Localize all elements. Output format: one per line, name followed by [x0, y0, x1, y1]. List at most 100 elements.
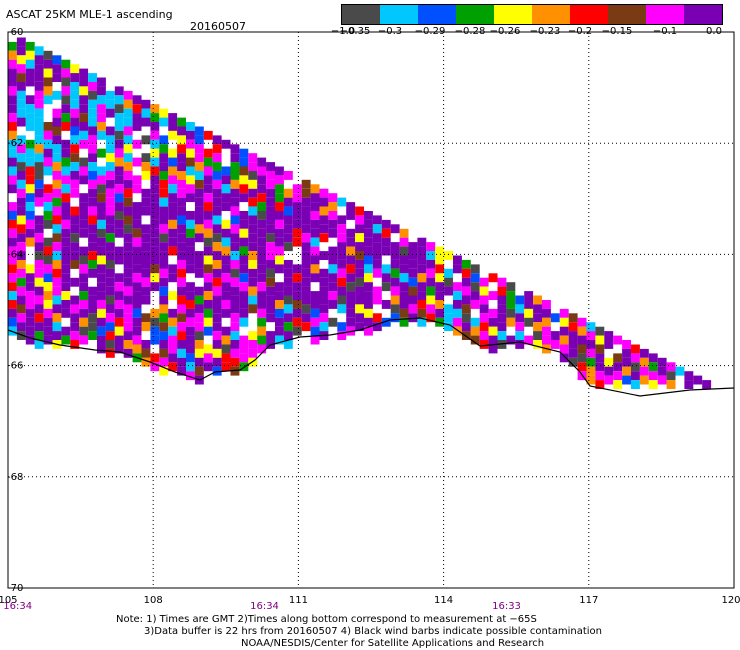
swath-cell [177, 153, 186, 163]
swath-cell [408, 304, 418, 314]
swath-cell [132, 246, 142, 256]
swath-cell [88, 126, 97, 136]
swath-cell [639, 348, 649, 358]
swath-cell [97, 148, 106, 158]
swath-cell [577, 335, 587, 345]
swath-cell [123, 233, 133, 243]
swath-cell [417, 317, 427, 327]
swath-cell [319, 295, 329, 305]
swath-cell [132, 202, 142, 211]
swath-cell [622, 357, 631, 367]
swath-cell [150, 113, 160, 122]
swath-cell [194, 304, 204, 314]
swath-cell [301, 242, 311, 252]
swath-cell [88, 73, 97, 82]
swath-cell [203, 202, 213, 211]
colorbar-swatch [570, 5, 608, 24]
swath-cell [479, 340, 489, 349]
swath-cell [426, 313, 436, 323]
swath-cell [79, 317, 89, 327]
swath-cell [132, 219, 142, 229]
coastline [7, 317, 735, 397]
swath-cell [25, 184, 35, 194]
swath-cell [34, 197, 44, 207]
swath-cell [604, 331, 614, 340]
footnote-line-3: NOAA/NESDIS/Center for Satellite Applica… [241, 638, 545, 649]
swath-cell [212, 331, 222, 340]
swath-cell [186, 308, 195, 318]
swath-cell [177, 215, 186, 225]
swath-cell [568, 340, 578, 349]
swath-cell [168, 130, 178, 140]
swath-cell [123, 340, 133, 349]
swath-cell [97, 219, 106, 229]
swath-cell [364, 219, 373, 229]
swath-cell [230, 215, 240, 225]
swath-cell [203, 246, 213, 256]
swath-cell [399, 255, 409, 265]
swath-cell [25, 41, 35, 51]
swath-cell [141, 251, 151, 260]
swath-cell [310, 308, 320, 318]
swath-cell [97, 308, 106, 318]
swath-cell [328, 202, 338, 211]
swath-cell [497, 322, 507, 332]
swath-cell [248, 268, 258, 278]
swath-cell [372, 251, 382, 260]
swath-cell [586, 322, 596, 332]
footnote-line-1: Note: 1) Times are GMT 2)Times along bot… [116, 614, 537, 625]
swath-cell [230, 162, 240, 171]
swath-cell [105, 233, 115, 243]
swath-cell [123, 197, 133, 207]
lat-tick-label: -68 [7, 472, 23, 483]
swath-cell [506, 291, 516, 300]
swath-cell [283, 304, 293, 314]
swath-cell [426, 251, 436, 260]
swath-cell [479, 277, 489, 287]
swath-cell [177, 126, 186, 136]
swath-cell [123, 90, 133, 100]
swath-cell [132, 184, 142, 194]
swath-cell [399, 264, 409, 274]
swath-cell [328, 300, 338, 309]
swath-cell [248, 304, 258, 314]
swath-cell [453, 308, 462, 318]
swath-cell [34, 153, 44, 163]
swath-cell [461, 286, 471, 296]
swath-cell [177, 197, 186, 207]
swath-cell [203, 308, 213, 318]
swath-cell [194, 126, 204, 136]
swath-cell [168, 157, 178, 167]
swath-cell [239, 317, 249, 327]
swath-cell [453, 255, 462, 265]
swath-cell [141, 242, 151, 252]
swath-cell [337, 286, 347, 296]
swath-cell [435, 264, 445, 274]
swath-cell [310, 317, 320, 327]
swath-cell [150, 362, 160, 372]
swath-cell [275, 300, 284, 309]
swath-cell [105, 197, 115, 207]
swath-cell [97, 317, 106, 327]
swath-cell [221, 219, 231, 229]
swath-cell [70, 277, 80, 287]
swath-cell [355, 251, 364, 260]
swath-cell [542, 300, 551, 309]
swath-cell [123, 135, 133, 145]
swath-cell [52, 268, 62, 278]
swath-cell [141, 348, 151, 358]
swath-cell [248, 171, 258, 180]
swath-cell [43, 264, 53, 274]
swath-cell [186, 264, 195, 274]
swath-cell [497, 340, 507, 349]
swath-cell [435, 255, 445, 265]
swath-cell [159, 260, 169, 269]
swath-cell [25, 193, 35, 203]
swath-cell [141, 286, 151, 296]
swath-cell [230, 197, 240, 207]
swath-cell [97, 211, 106, 220]
swath-cell [8, 282, 17, 292]
swath-cell [595, 326, 605, 336]
swath-cell [319, 322, 329, 332]
swath-cell [114, 86, 124, 96]
